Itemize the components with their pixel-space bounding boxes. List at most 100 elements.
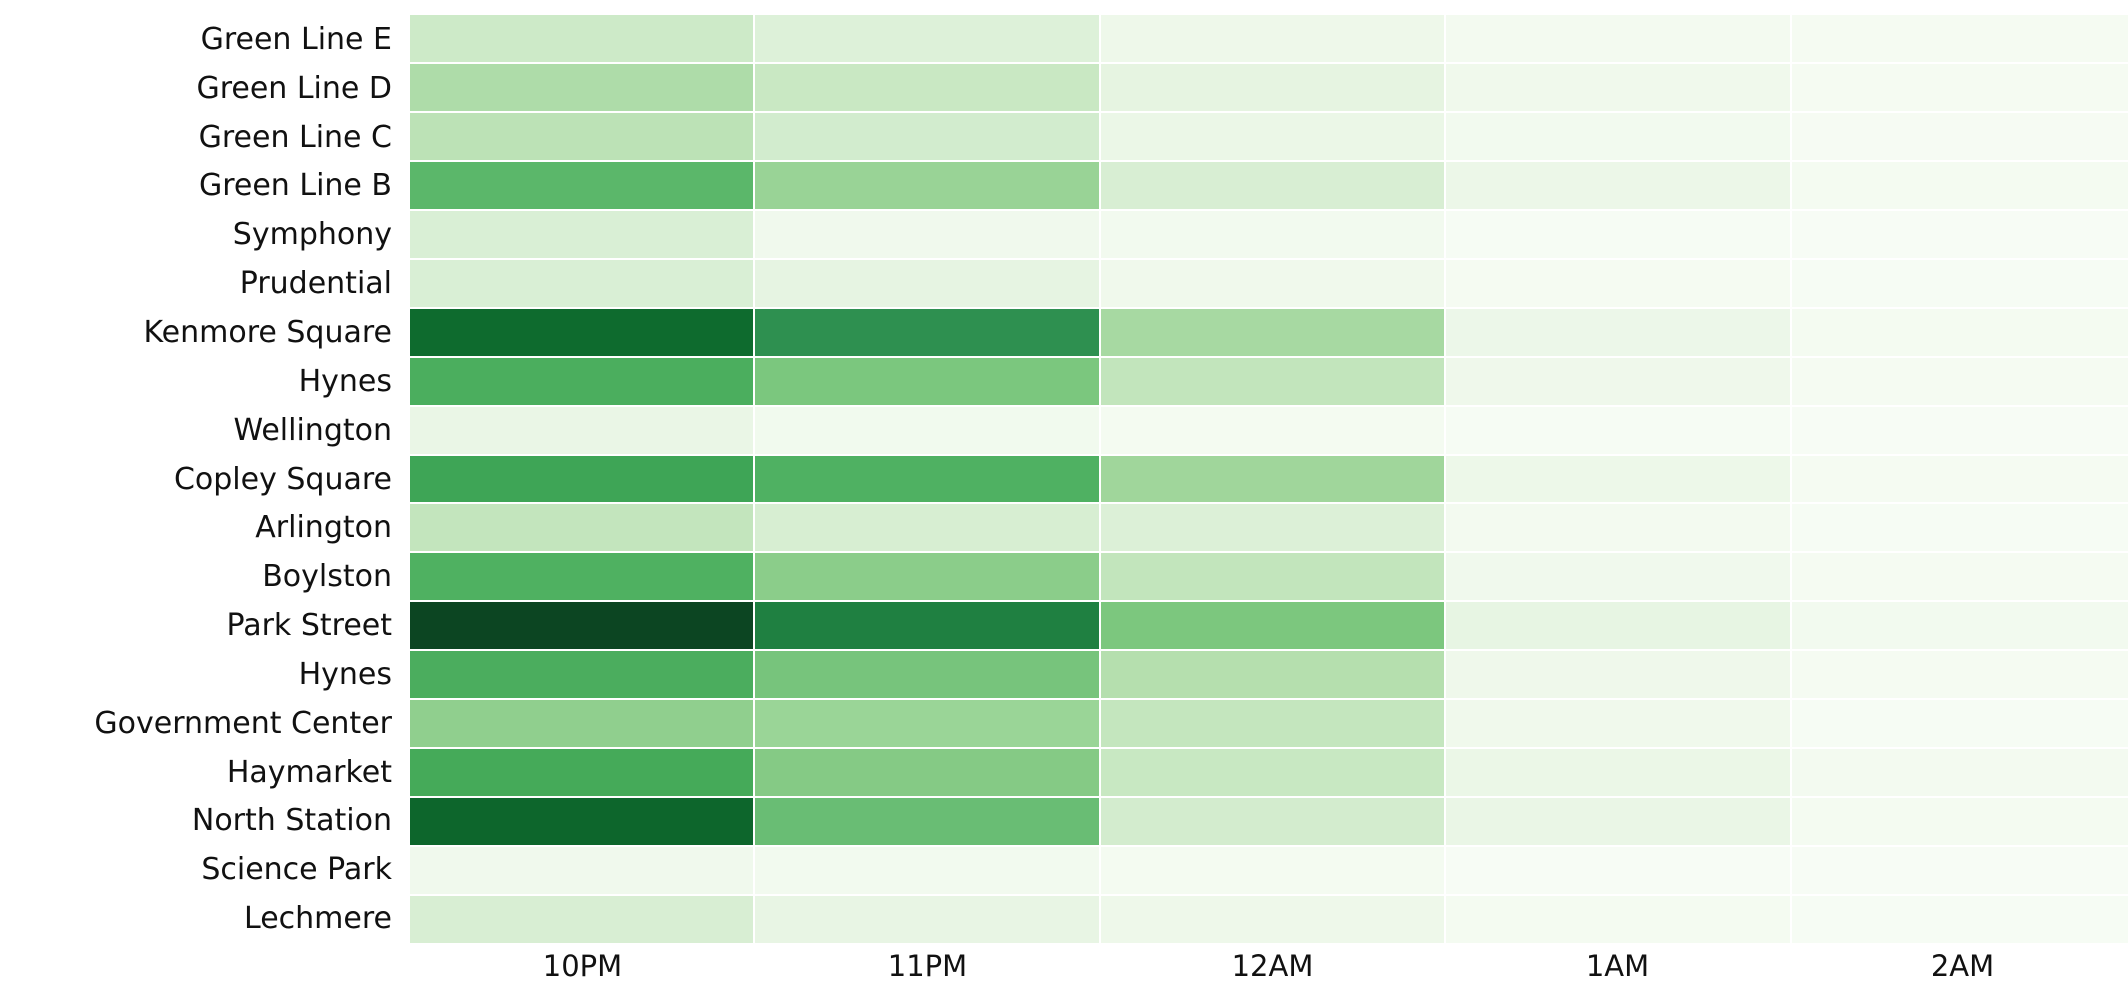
heatmap-cell: [755, 161, 1099, 209]
heatmap-cell: [1791, 210, 2128, 258]
heatmap-cell: [1446, 15, 1790, 62]
heatmap-cell: [755, 798, 1099, 846]
heatmap-cell: [410, 651, 754, 699]
heatmap-cell: [1791, 455, 2128, 503]
heatmap-cell: [410, 210, 754, 258]
heatmap-cell: [1791, 700, 2128, 748]
heatmap-cell: [1100, 112, 1445, 160]
heatmap-cell: [410, 406, 754, 454]
heatmap-cell: [1446, 651, 1790, 699]
heatmap-cell: [410, 847, 754, 895]
heatmap-cell: [1446, 161, 1790, 209]
heatmap-cell: [410, 896, 754, 943]
heatmap-cell: [1446, 504, 1790, 552]
heatmap-cell: [1791, 504, 2128, 552]
heatmap-cell: [1100, 210, 1445, 258]
heatmap-cell: [1100, 455, 1445, 503]
heatmap-cell: [1100, 749, 1445, 797]
heatmap-cell: [410, 161, 754, 209]
y-tick-label: Park Street: [226, 608, 392, 644]
heatmap-cell: [755, 749, 1099, 797]
heatmap-cell: [1100, 602, 1445, 650]
heatmap-cell: [1446, 602, 1790, 650]
heatmap-cell: [1100, 798, 1445, 846]
heatmap-cell: [410, 553, 754, 601]
heatmap-cell: [1446, 112, 1790, 160]
heatmap-cell: [1100, 896, 1445, 943]
heatmap-cell: [1100, 161, 1445, 209]
heatmap-cell: [1100, 700, 1445, 748]
heatmap-cell: [1446, 553, 1790, 601]
x-axis-labels: 10PM 11PM 12AM 1AM 2AM: [410, 949, 2128, 983]
heatmap-cell: [755, 455, 1099, 503]
heatmap-cell: [410, 504, 754, 552]
heatmap-cell: [1446, 455, 1790, 503]
heatmap-cell: [1446, 210, 1790, 258]
x-tick-label: 10PM: [542, 949, 623, 983]
heatmap-cell: [410, 455, 754, 503]
heatmap-cell: [410, 308, 754, 356]
heatmap-plot-area: [410, 15, 2128, 943]
heatmap-cell: [1446, 700, 1790, 748]
heatmap-cell: [1446, 749, 1790, 797]
heatmap-cell: [1791, 63, 2128, 111]
y-tick-label: Hynes: [298, 363, 392, 399]
heatmap-cell: [1791, 896, 2128, 943]
heatmap-cell: [1791, 651, 2128, 699]
heatmap-cell: [1100, 847, 1445, 895]
x-tick-label: 11PM: [887, 949, 968, 983]
heatmap-cell: [1100, 651, 1445, 699]
y-tick-label: Science Park: [201, 852, 392, 888]
heatmap-cell: [1100, 357, 1445, 405]
y-tick-label: Haymarket: [226, 754, 392, 790]
heatmap-cell: [1446, 896, 1790, 943]
x-tick-label: 2AM: [1930, 949, 1995, 983]
heatmap-cell: [410, 259, 754, 307]
heatmap-cell: [1100, 308, 1445, 356]
y-tick-label: Wellington: [233, 412, 392, 448]
heatmap-cell: [1791, 15, 2128, 62]
heatmap-cell: [1791, 161, 2128, 209]
heatmap-cell: [755, 602, 1099, 650]
y-tick-label: Boylston: [262, 559, 392, 595]
y-tick-label: Hynes: [298, 656, 392, 692]
x-tick-label: 1AM: [1585, 949, 1650, 983]
heatmap-cell: [1446, 406, 1790, 454]
y-axis-labels: Green Line E Green Line D Green Line C Gree…: [0, 15, 400, 943]
heatmap-cell: [410, 357, 754, 405]
heatmap-cell: [755, 259, 1099, 307]
heatmap-cell: [1791, 308, 2128, 356]
heatmap-cell: [1446, 308, 1790, 356]
heatmap-grid: [410, 15, 2128, 943]
heatmap-cell: [410, 63, 754, 111]
y-tick-label: North Station: [191, 803, 392, 839]
heatmap-cell: [1446, 63, 1790, 111]
x-tick-label: 12AM: [1231, 949, 1314, 983]
heatmap-cell: [1446, 798, 1790, 846]
y-tick-label: Government Center: [94, 705, 392, 741]
y-tick-label: Lechmere: [244, 901, 392, 937]
heatmap-cell: [1100, 553, 1445, 601]
heatmap-cell: [755, 651, 1099, 699]
heatmap-cell: [1446, 259, 1790, 307]
heatmap-cell: [1791, 357, 2128, 405]
y-tick-label: Kenmore Square: [143, 314, 392, 350]
heatmap-cell: [1791, 259, 2128, 307]
heatmap-cell: [1100, 406, 1445, 454]
heatmap-cell: [755, 15, 1099, 62]
heatmap-cell: [755, 308, 1099, 356]
y-tick-label: Green Line D: [196, 70, 392, 106]
heatmap-cell: [755, 896, 1099, 943]
heatmap-cell: [1791, 553, 2128, 601]
heatmap-cell: [755, 210, 1099, 258]
y-tick-label: Green Line B: [198, 168, 392, 204]
heatmap-cell: [755, 553, 1099, 601]
heatmap-cell: [1100, 15, 1445, 62]
heatmap-cell: [755, 112, 1099, 160]
heatmap-cell: [1791, 798, 2128, 846]
y-tick-label: Copley Square: [173, 461, 392, 497]
heatmap-cell: [1791, 847, 2128, 895]
heatmap-cell: [410, 15, 754, 62]
heatmap-cell: [755, 700, 1099, 748]
